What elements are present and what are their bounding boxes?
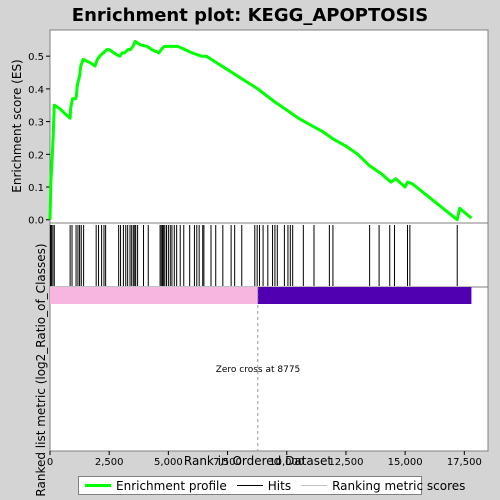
enrichment-profile-layer bbox=[48, 39, 473, 222]
x-tick-label: 17,500 bbox=[447, 457, 482, 468]
x-tick-label: 0 bbox=[47, 457, 53, 468]
legend-label-enrichment-profile: Enrichment profile bbox=[116, 478, 227, 493]
es-panel bbox=[49, 29, 489, 224]
x-tick-label: 10,000 bbox=[269, 457, 304, 468]
metric-positive-region bbox=[50, 287, 258, 304]
legend-label-hits: Hits bbox=[267, 478, 292, 493]
legend-swatch-hits bbox=[236, 485, 263, 486]
metric-panel bbox=[49, 286, 489, 452]
legend-item-enrichment-profile: Enrichment profile bbox=[85, 479, 227, 493]
y-tick-label: 0.4 bbox=[28, 85, 44, 96]
chart-title: Enrichment plot: KEGG_APOPTOSIS bbox=[72, 5, 428, 26]
y-axis-label-bottom: Ranked list metric (log2_Ratio_of_Classe… bbox=[34, 243, 48, 496]
zero-cross-label: Zero cross at 8775 bbox=[216, 365, 301, 375]
y-axis-label-top: Enrichment score (ES) bbox=[10, 59, 24, 192]
x-tick-label: 15,000 bbox=[388, 457, 423, 468]
legend-item-ranking-metric: Ranking metric scores bbox=[301, 479, 465, 493]
x-tick-label: 12,500 bbox=[328, 457, 363, 468]
x-tick-label: 7,500 bbox=[213, 457, 242, 468]
y-tick-label: 0.5 bbox=[28, 52, 44, 63]
legend-item-hits: Hits bbox=[236, 478, 292, 493]
legend-swatch-ranking-metric bbox=[301, 485, 328, 486]
legend-swatch-enrichment-profile bbox=[85, 484, 111, 487]
y-tick-label: 0.2 bbox=[28, 150, 44, 161]
x-tick-label: 5,000 bbox=[154, 457, 183, 468]
es-y-axis: 0.0 0.1 0.2 0.3 0.4 0.5 bbox=[28, 52, 50, 227]
legend-label-ranking-metric: Ranking metric scores bbox=[332, 478, 466, 493]
x-tick-label: 2,500 bbox=[95, 457, 124, 468]
hits-panel bbox=[49, 222, 489, 288]
y-tick-label: 0.3 bbox=[28, 118, 44, 129]
metric-negative-region bbox=[257, 287, 472, 304]
x-axis: 0 2,500 5,000 7,500 10,000 12,500 15,000 17,500 bbox=[47, 451, 482, 468]
y-tick-label: 0.0 bbox=[28, 216, 44, 227]
x-axis-label: Rank in Ordered Dataset bbox=[184, 454, 332, 468]
metric-layer bbox=[50, 287, 472, 451]
y-tick-label: 0.1 bbox=[28, 183, 44, 194]
legend: Enrichment profile Hits Ranking metric s… bbox=[78, 476, 465, 495]
hits-layer bbox=[49, 225, 458, 286]
enrichment-profile-line bbox=[48, 39, 473, 222]
